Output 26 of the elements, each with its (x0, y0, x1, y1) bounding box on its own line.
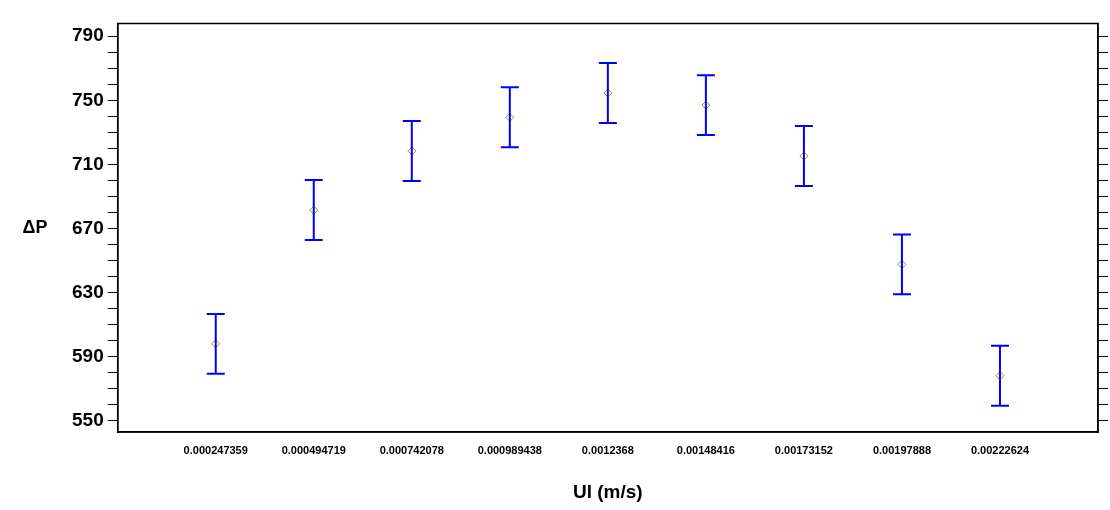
point (603, 88, 613, 98)
point (309, 205, 319, 215)
y-tick-label: 750 (72, 88, 104, 110)
point (505, 112, 515, 122)
point (897, 259, 907, 269)
x-tick-label: 0.00197888 (872, 443, 931, 456)
point (799, 151, 809, 161)
x-tick-label: 0.00148416 (676, 443, 735, 456)
y-tick-label: 670 (72, 216, 104, 238)
x-tick-label: 0.0012368 (581, 443, 634, 456)
x-axis-title: Ul (m/s) (573, 480, 643, 502)
x-tick-label: 0.00222624 (970, 443, 1030, 456)
x-tick-label: 0.000247359 (183, 443, 248, 456)
y-tick-label: 790 (72, 24, 104, 46)
x-tick-label: 0.000742078 (379, 443, 444, 456)
point (407, 146, 417, 156)
y-axis-title: ΔP (22, 216, 48, 237)
y-tick-label: 710 (72, 152, 104, 174)
x-tick-label: 0.000989438 (477, 443, 542, 456)
y-tick-label: 630 (72, 280, 104, 302)
x-tick-label: 0.00173152 (774, 443, 833, 456)
y-tick-label: 590 (72, 344, 104, 366)
point (701, 100, 711, 110)
y-tick-label: 550 (72, 409, 104, 431)
point (211, 339, 221, 349)
x-tick-label: 0.000494719 (281, 443, 346, 456)
